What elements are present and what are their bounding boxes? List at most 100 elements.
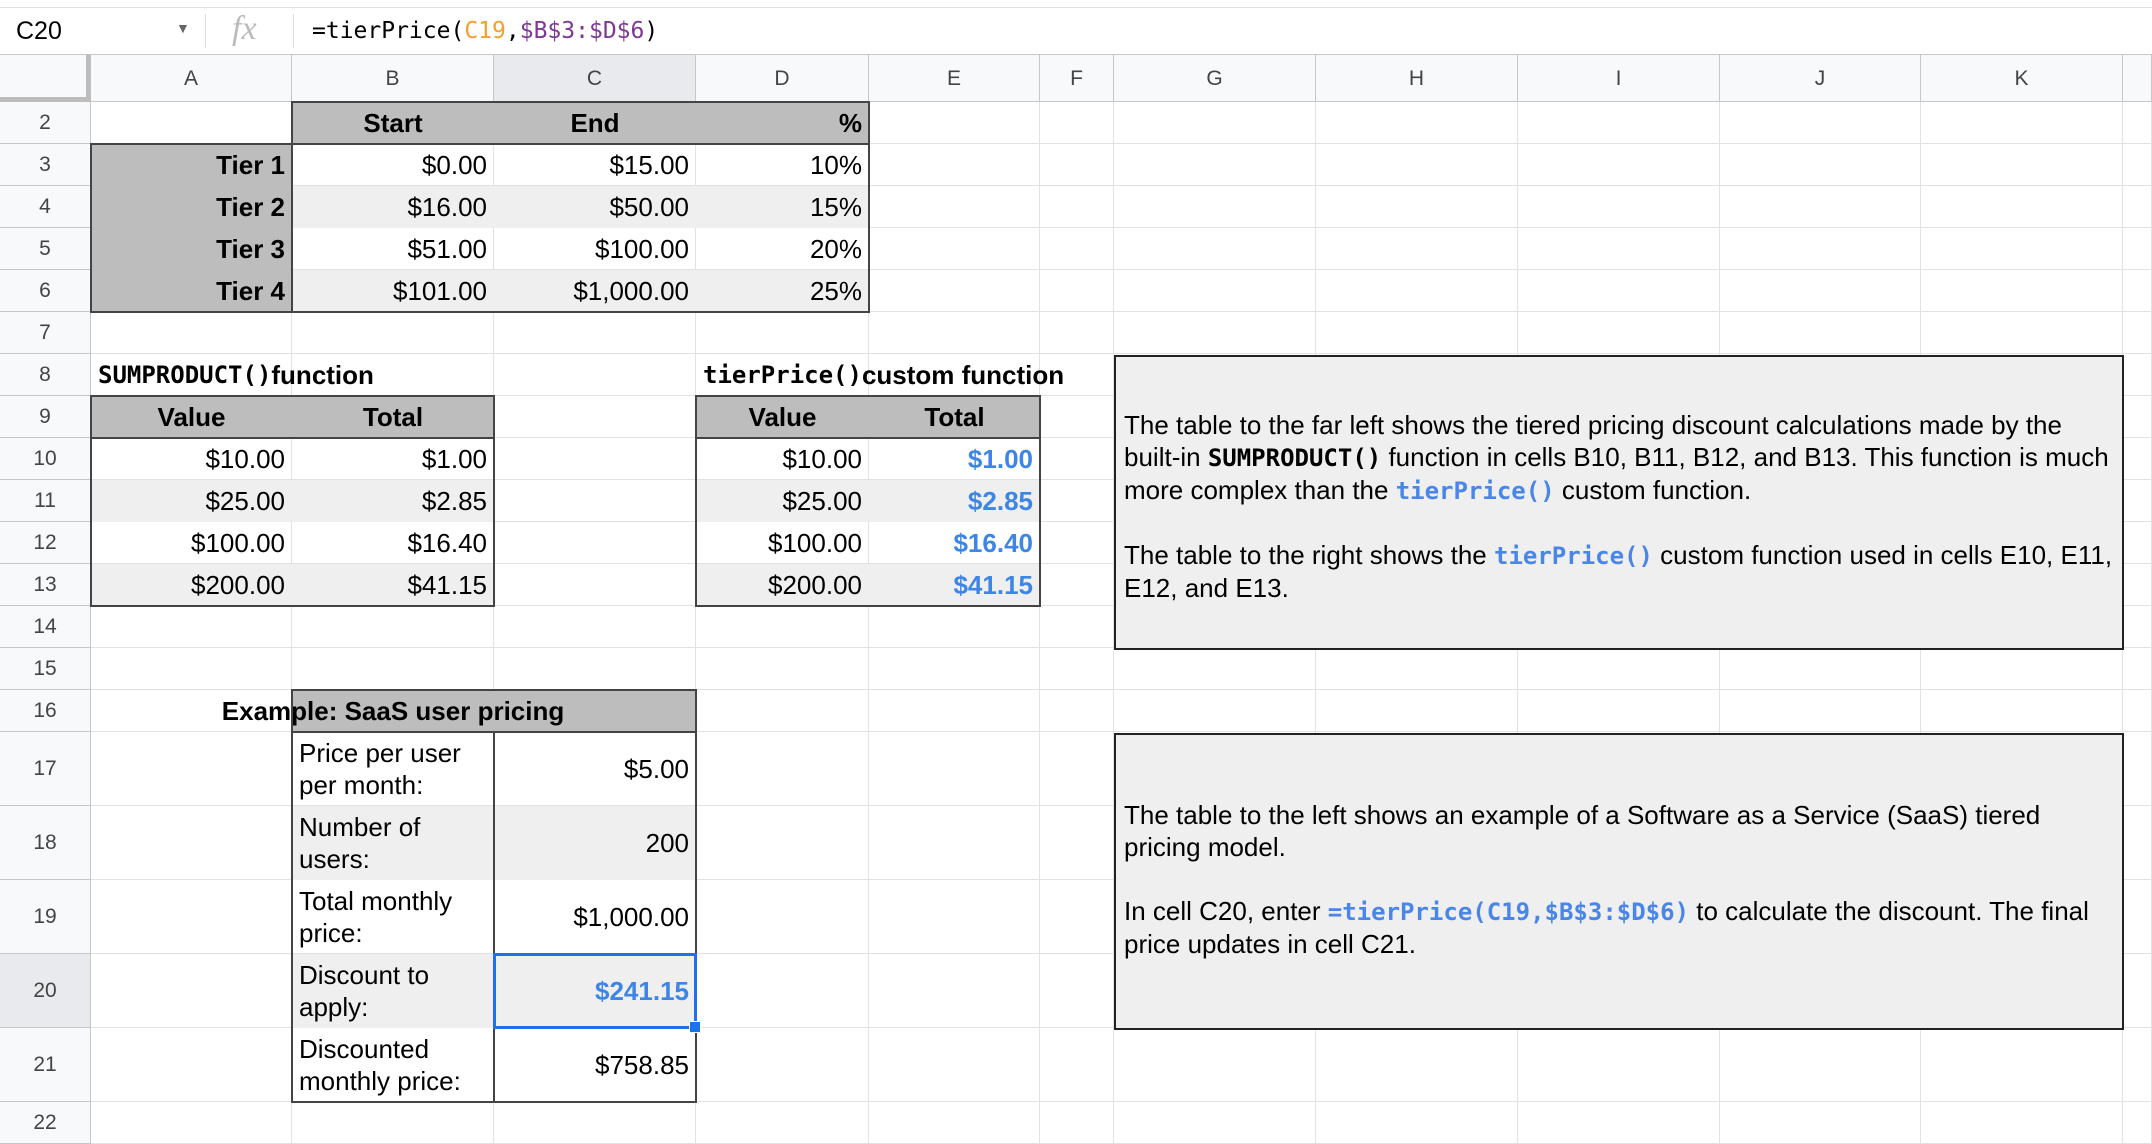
cell-b3[interactable]: $0.00 xyxy=(421,150,487,180)
row-header-18[interactable]: 18 xyxy=(0,806,91,880)
cell-d3[interactable]: 10% xyxy=(809,150,862,180)
cell-d11[interactable]: $25.00 xyxy=(782,486,862,516)
cell-d6[interactable]: 25% xyxy=(809,276,862,306)
cell-c5[interactable]: $100.00 xyxy=(595,234,689,264)
gridline xyxy=(91,143,2152,144)
row-header-10[interactable]: 10 xyxy=(0,438,91,480)
row-header-13[interactable]: 13 xyxy=(0,564,91,606)
cell-a10[interactable]: $10.00 xyxy=(205,444,285,474)
column-header-f[interactable]: F xyxy=(1040,55,1114,102)
code-text: tierPrice() xyxy=(703,361,862,389)
row-header-20[interactable]: 20 xyxy=(0,954,91,1028)
column-header-a[interactable]: A xyxy=(91,55,292,102)
cell-e12[interactable]: $16.40 xyxy=(953,528,1033,558)
row-header-4[interactable]: 4 xyxy=(0,186,91,228)
column-header-d[interactable]: D xyxy=(696,55,869,102)
column-header-h[interactable]: H xyxy=(1316,55,1518,102)
cell-b19[interactable]: Total monthly price: xyxy=(299,886,453,948)
column-header-l[interactable] xyxy=(2123,55,2152,102)
cell-b18[interactable]: Number of users: xyxy=(299,812,421,874)
cell-b11[interactable]: $2.85 xyxy=(421,486,487,516)
cell-b17[interactable]: Price per user per month: xyxy=(299,738,461,800)
cell-b2[interactable]: Start xyxy=(363,108,423,138)
cell-c6[interactable]: $1,000.00 xyxy=(573,276,689,306)
gridline xyxy=(91,731,2152,732)
row-header-12[interactable]: 12 xyxy=(0,522,91,564)
row-header-15[interactable]: 15 xyxy=(0,648,91,690)
cell-c4[interactable]: $50.00 xyxy=(609,192,689,222)
row-header-5[interactable]: 5 xyxy=(0,228,91,270)
cell-c3[interactable]: $15.00 xyxy=(609,150,689,180)
row-header-19[interactable]: 19 xyxy=(0,880,91,954)
row-header-2[interactable]: 2 xyxy=(0,102,91,144)
cell-a5[interactable]: Tier 3 xyxy=(216,234,285,264)
text: custom function used in cells E10, E11, … xyxy=(1124,540,2113,603)
cell-e13[interactable]: $41.15 xyxy=(953,570,1033,600)
gridline xyxy=(868,102,869,1144)
select-all-corner[interactable] xyxy=(0,55,91,102)
row-header-16[interactable]: 16 xyxy=(0,690,91,732)
cell-a13[interactable]: $200.00 xyxy=(191,570,285,600)
row-header-22[interactable]: 22 xyxy=(0,1102,91,1144)
cell-b21[interactable]: Discounted monthly price: xyxy=(299,1034,461,1096)
cell-a3[interactable]: Tier 1 xyxy=(216,150,285,180)
formula-input[interactable]: =tierPrice(C19,$B$3:$D$6) xyxy=(312,16,658,46)
cell-b9[interactable]: Total xyxy=(362,402,424,432)
formula-bar: C20 ▼ fx =tierPrice(C19,$B$3:$D$6) xyxy=(0,7,2152,55)
cell-e11[interactable]: $2.85 xyxy=(967,486,1033,516)
cell-c17[interactable]: $5.00 xyxy=(623,754,689,784)
cell-b13[interactable]: $41.15 xyxy=(407,570,487,600)
cell-e10[interactable]: $1.00 xyxy=(967,444,1033,474)
cell-b12[interactable]: $16.40 xyxy=(407,528,487,558)
cell-d13[interactable]: $200.00 xyxy=(768,570,862,600)
cell-b10[interactable]: $1.00 xyxy=(421,444,487,474)
row-header-9[interactable]: 9 xyxy=(0,396,91,438)
column-header-i[interactable]: I xyxy=(1518,55,1720,102)
cell-c21[interactable]: $758.85 xyxy=(595,1050,689,1080)
cell-d5[interactable]: 20% xyxy=(809,234,862,264)
cell-a4[interactable]: Tier 2 xyxy=(216,192,285,222)
note-paragraph: The table to the right shows the tierPri… xyxy=(1124,539,2114,604)
fill-handle[interactable] xyxy=(689,1021,701,1033)
cell-fill xyxy=(292,690,696,732)
row-header-14[interactable]: 14 xyxy=(0,606,91,648)
cell-d9[interactable]: Value xyxy=(748,402,817,432)
cell-a9[interactable]: Value xyxy=(157,402,226,432)
cell-d2[interactable]: % xyxy=(838,108,862,138)
cell-d4[interactable]: 15% xyxy=(809,192,862,222)
column-header-j[interactable]: J xyxy=(1720,55,1921,102)
cell-c20[interactable]: $241.15 xyxy=(595,976,689,1006)
cell-c19[interactable]: $1,000.00 xyxy=(573,902,689,932)
row-header-7[interactable]: 7 xyxy=(0,312,91,354)
row-header-6[interactable]: 6 xyxy=(0,270,91,312)
row-header-11[interactable]: 11 xyxy=(0,480,91,522)
cell-d12[interactable]: $100.00 xyxy=(768,528,862,558)
cell-b5[interactable]: $51.00 xyxy=(407,234,487,264)
cell-c18[interactable]: 200 xyxy=(645,828,689,858)
row-header-3[interactable]: 3 xyxy=(0,144,91,186)
formula-text: ) xyxy=(644,18,659,44)
column-header-g[interactable]: G xyxy=(1114,55,1316,102)
cell-c2[interactable]: End xyxy=(570,108,620,138)
name-box[interactable]: C20 xyxy=(16,17,62,45)
column-header-c[interactable]: C xyxy=(494,55,696,102)
cell-a6[interactable]: Tier 4 xyxy=(216,276,285,306)
column-header-k[interactable]: K xyxy=(1921,55,2123,102)
cell-b20[interactable]: Discount to apply: xyxy=(299,960,430,1022)
name-box-dropdown-icon[interactable]: ▼ xyxy=(176,20,190,36)
note-box-functions: The table to the far left shows the tier… xyxy=(1114,355,2124,650)
column-header-e[interactable]: E xyxy=(869,55,1040,102)
cell-a11[interactable]: $25.00 xyxy=(205,486,285,516)
cell-b4[interactable]: $16.00 xyxy=(407,192,487,222)
cell-e9[interactable]: Total xyxy=(924,402,985,432)
row-header-21[interactable]: 21 xyxy=(0,1028,91,1102)
row-header-8[interactable]: 8 xyxy=(0,354,91,396)
column-header-b[interactable]: B xyxy=(292,55,494,102)
cell-a12[interactable]: $100.00 xyxy=(191,528,285,558)
cell-d10[interactable]: $10.00 xyxy=(782,444,862,474)
cell-fill xyxy=(696,564,1040,606)
cell-b16[interactable]: Example: SaaS user pricing xyxy=(221,696,565,726)
cell-b6[interactable]: $101.00 xyxy=(393,276,487,306)
row-header-17[interactable]: 17 xyxy=(0,732,91,806)
cell-fill xyxy=(292,102,869,144)
